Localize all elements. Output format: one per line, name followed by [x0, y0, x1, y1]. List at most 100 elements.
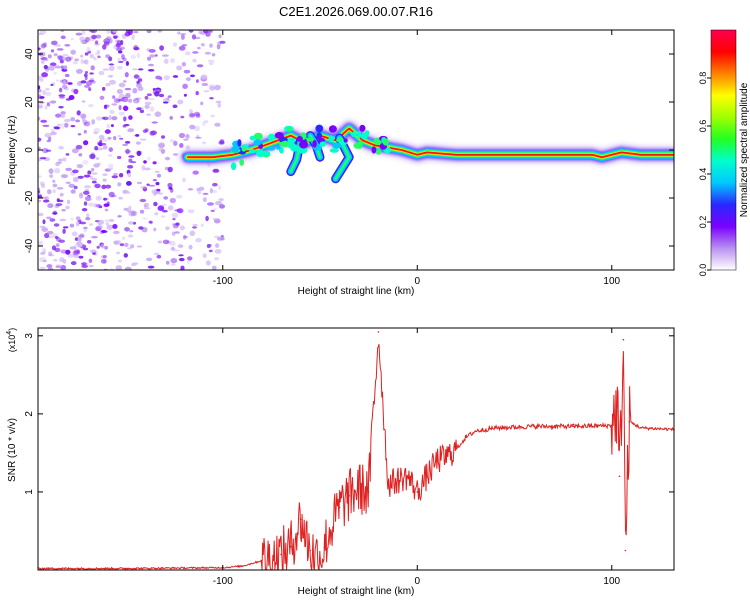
- noise-dot: [54, 65, 62, 69]
- noise-dot: [91, 180, 97, 184]
- noise-dot: [85, 81, 93, 86]
- noise-dot: [108, 114, 112, 121]
- noise-dot: [182, 177, 186, 183]
- snr-point: [445, 456, 448, 458]
- noise-dot: [155, 75, 162, 80]
- noise-dot: [219, 40, 226, 44]
- noise-dot: [63, 65, 68, 70]
- noise-dot: [103, 255, 107, 259]
- noise-dot: [88, 79, 95, 82]
- colorbar-tick-label: 0.6: [698, 120, 708, 133]
- noise-dot: [215, 100, 222, 104]
- noise-dot: [55, 203, 63, 207]
- noise-dot: [69, 246, 76, 250]
- noise-dot: [38, 88, 42, 93]
- noise-dot: [40, 119, 48, 123]
- noise-dot: [200, 74, 208, 80]
- noise-dot: [195, 79, 199, 83]
- noise-dot: [80, 54, 84, 58]
- noise-dot: [116, 47, 122, 52]
- noise-dot: [65, 153, 70, 156]
- noise-dot: [55, 113, 62, 118]
- noise-dot: [154, 111, 162, 117]
- noise-dot: [80, 58, 84, 65]
- noise-dot: [104, 245, 109, 250]
- colorbar-tick-label: 0.2: [698, 216, 708, 229]
- ridge-blob: [248, 149, 256, 154]
- noise-dot: [149, 54, 155, 58]
- noise-dot: [173, 140, 178, 146]
- noise-dot: [139, 198, 147, 203]
- noise-dot: [81, 208, 88, 212]
- noise-dot: [77, 133, 82, 136]
- noise-dot: [158, 93, 165, 98]
- noise-dot: [148, 69, 155, 72]
- noise-dot: [76, 164, 84, 169]
- snr-point: [290, 545, 292, 548]
- noise-dot: [49, 100, 57, 104]
- noise-dot: [208, 84, 216, 89]
- noise-dot: [143, 160, 147, 164]
- noise-dot: [170, 258, 178, 264]
- noise-dot: [43, 58, 49, 62]
- snr-point: [416, 491, 419, 493]
- noise-dot: [113, 136, 117, 141]
- ridge-blob: [276, 145, 281, 150]
- noise-dot: [157, 205, 165, 211]
- snr-panel: -100 0 100 1 2 3 Height of straight line (km)…: [6, 327, 675, 597]
- noise-dot: [116, 251, 121, 255]
- noise-dot: [38, 240, 44, 246]
- noise-dot: [83, 227, 87, 233]
- noise-dot: [102, 116, 109, 121]
- noise-dot: [130, 244, 135, 249]
- noise-dot: [146, 113, 152, 116]
- noise-dot: [153, 252, 159, 256]
- noise-dot: [161, 54, 169, 57]
- noise-dot: [104, 104, 110, 108]
- noise-dot: [198, 30, 203, 35]
- noise-dot: [58, 158, 64, 162]
- noise-dot: [190, 74, 195, 78]
- colorbar-label: Normalized spectral amplitude: [739, 82, 750, 217]
- ridge-blob: [267, 146, 276, 151]
- noise-dot: [50, 49, 55, 53]
- ridge-blob: [319, 141, 327, 147]
- noise-dot: [167, 95, 172, 98]
- noise-dot: [163, 196, 168, 200]
- noise-dot: [58, 145, 64, 150]
- noise-dot: [95, 34, 102, 39]
- y-tick-label: 20: [24, 96, 35, 108]
- noise-dot: [147, 56, 151, 61]
- noise-dot: [105, 184, 112, 189]
- noise-dot: [130, 161, 137, 164]
- ridge-blob: [296, 136, 303, 142]
- noise-dot: [83, 121, 91, 127]
- noise-dot: [83, 129, 87, 134]
- noise-dot: [48, 136, 52, 141]
- noise-dot: [75, 144, 83, 150]
- noise-dot: [163, 75, 170, 81]
- noise-dot: [159, 45, 165, 51]
- noise-dot: [76, 110, 81, 116]
- noise-dot: [156, 254, 162, 259]
- noise-dot: [117, 155, 122, 160]
- branch-0-layer-2: [289, 139, 302, 173]
- noise-dot: [162, 209, 168, 213]
- noise-dot: [86, 213, 90, 218]
- noise-dot: [118, 98, 123, 102]
- noise-dot: [91, 236, 98, 239]
- ridge-blob: [328, 125, 337, 133]
- noise-dot: [82, 159, 89, 165]
- noise-dot: [81, 30, 86, 35]
- noise-dot: [151, 189, 157, 194]
- noise-dot: [149, 106, 155, 112]
- noise-dot: [146, 257, 153, 262]
- ridge-blob: [315, 124, 324, 133]
- noise-dot: [39, 157, 47, 160]
- noise-dot: [39, 266, 46, 270]
- y-tick-label: -20: [24, 190, 35, 205]
- noise-dot: [123, 105, 129, 112]
- noise-dot: [112, 95, 116, 99]
- noise-dot: [148, 184, 156, 187]
- noise-dot: [201, 82, 209, 87]
